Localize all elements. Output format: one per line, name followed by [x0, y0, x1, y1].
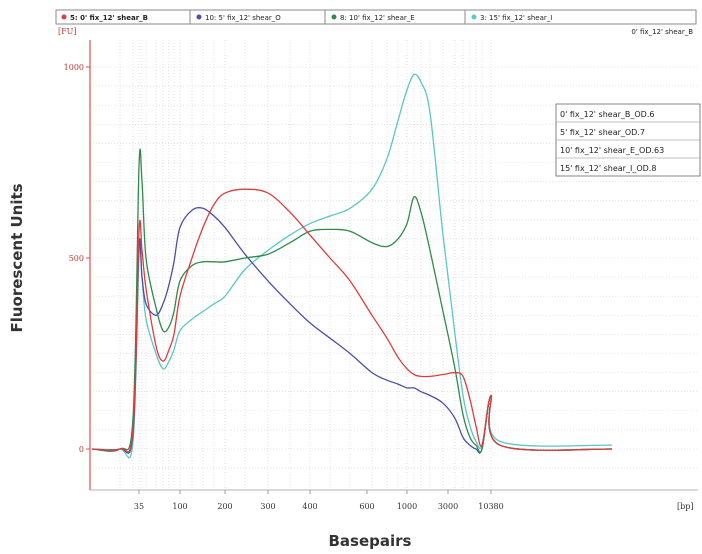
- legend-marker-0: [61, 14, 67, 20]
- sample-title-label: 0' fix_12' shear_B: [631, 28, 693, 36]
- legend-item-3[interactable]: 3: 15' fix_12' shear_I: [471, 14, 553, 22]
- y-axis-title: Fluorescent Units: [8, 183, 26, 332]
- x-ticks: 35 100 200 300 400 600 1000 3000 10380: [134, 490, 504, 511]
- legend-label-3: 3: 15' fix_12' shear_I: [480, 14, 552, 22]
- series-group: [91, 73, 613, 459]
- x-tick-label: 200: [217, 502, 232, 511]
- y-tick-label: 500: [69, 254, 84, 263]
- series-line-2: [91, 148, 613, 453]
- legend-label-2: 8: 10' fix_12' shear_E: [340, 14, 415, 22]
- legend-box: 0' fix_12' shear_B_OD.6 5' fix_12' shear…: [555, 103, 701, 177]
- legend-box-entry-2: 10' fix_12' shear_E_OD.63: [560, 146, 664, 155]
- gridlines: [90, 40, 698, 490]
- x-tick-label: 1000: [397, 502, 417, 511]
- legend-marker-3: [471, 14, 477, 20]
- x-tick-label: 300: [260, 502, 275, 511]
- legend-label-1: 10: 5' fix_12' shear_O: [205, 14, 281, 22]
- legend-item-2[interactable]: 8: 10' fix_12' shear_E: [331, 14, 415, 22]
- x-tick-label: 100: [172, 502, 187, 511]
- x-unit-label: [bp]: [677, 502, 693, 511]
- legend-item-1[interactable]: 10: 5' fix_12' shear_O: [196, 14, 282, 22]
- x-tick-label: 600: [359, 502, 374, 511]
- top-legend: 5: 0' fix_12' shear_B 10: 5' fix_12' she…: [55, 9, 697, 25]
- legend-label-0: 5: 0' fix_12' shear_B: [70, 14, 148, 22]
- y-unit-label: [FU]: [58, 27, 77, 36]
- top-legend-frame: [55, 9, 697, 25]
- x-tick-label: 35: [134, 502, 144, 511]
- legend-box-entry-1: 5' fix_12' shear_OD.7: [560, 128, 645, 137]
- legend-box-entry-3: 15' fix_12' shear_I_OD.8: [560, 164, 656, 173]
- y-tick-label: 0: [79, 445, 84, 454]
- x-axis-title: Basepairs: [329, 532, 412, 550]
- legend-marker-2: [331, 14, 337, 20]
- x-tick-label: 3000: [438, 502, 458, 511]
- y-tick-label: 1000: [64, 63, 84, 72]
- series-line-0: [91, 188, 613, 453]
- series-line-3: [91, 73, 613, 459]
- legend-marker-1: [196, 14, 202, 20]
- legend-box-entry-0: 0' fix_12' shear_B_OD.6: [560, 110, 654, 119]
- y-ticks: 0 500 1000: [64, 63, 90, 454]
- legend-item-0[interactable]: 5: 0' fix_12' shear_B: [61, 14, 149, 22]
- x-tick-label: 400: [302, 502, 317, 511]
- x-tick-label: 10380: [478, 502, 503, 511]
